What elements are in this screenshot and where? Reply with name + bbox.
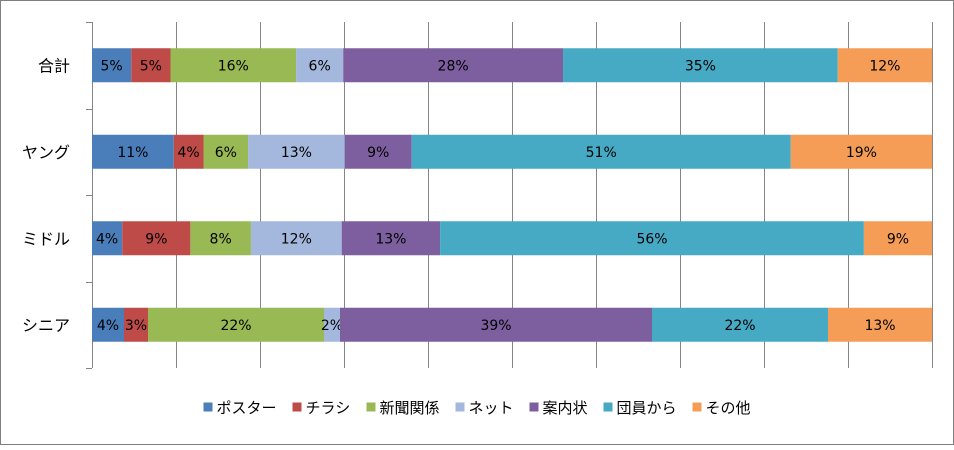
bar-segment (440, 221, 864, 256)
category-label: ヤング (22, 143, 70, 162)
bar-segment (341, 221, 441, 256)
legend-entry: チラシ (306, 399, 351, 417)
category-label: シニア (22, 316, 70, 335)
bar-segment (863, 221, 932, 256)
legend-swatch (203, 402, 213, 412)
data-label: 8% (210, 231, 232, 247)
bar-segment (340, 307, 652, 342)
bar-segment (324, 307, 340, 342)
data-label: 51% (586, 145, 617, 161)
legend-entry: ポスター (217, 399, 277, 417)
data-label: 28% (438, 58, 469, 74)
bar-segment (563, 48, 838, 83)
data-label: 4% (97, 318, 119, 334)
data-label: 22% (220, 318, 251, 334)
data-label: 13% (864, 318, 895, 334)
bar-segment (190, 221, 251, 256)
legend-entry: その他 (706, 399, 751, 417)
data-label: 5% (101, 58, 123, 74)
bar-segment (250, 221, 342, 256)
bar-segment (343, 48, 564, 83)
legend-swatch (692, 402, 702, 412)
category-label: ミドル (22, 229, 70, 248)
bar-segment (92, 134, 174, 169)
data-label: 9% (145, 231, 167, 247)
data-label: 5% (140, 58, 162, 74)
category-label: 合計 (38, 56, 70, 75)
legend-entry: ネット (469, 399, 514, 417)
data-label: 12% (869, 58, 900, 74)
data-label: 6% (215, 145, 237, 161)
bar-segment (790, 134, 932, 169)
data-label: 3% (125, 318, 147, 334)
data-label: 4% (96, 231, 118, 247)
bar-segment (828, 307, 932, 342)
bar-segment (122, 221, 191, 256)
bar-segment (203, 134, 249, 169)
legend-entry: 案内状 (543, 399, 588, 417)
data-label: 13% (281, 145, 312, 161)
legend-swatch (603, 402, 613, 412)
data-label: 9% (367, 145, 389, 161)
data-label: 12% (281, 231, 312, 247)
bar-segment (92, 221, 123, 256)
bar-segment (837, 48, 932, 83)
legend-swatch (529, 402, 539, 412)
bar-segment (92, 307, 124, 342)
legend-swatch (366, 402, 376, 412)
bar-segment (652, 307, 828, 342)
bar-segment (411, 134, 791, 169)
bar-segment (124, 307, 148, 342)
data-label: 6% (309, 58, 331, 74)
bar-segment (170, 48, 297, 83)
bar-segment (131, 48, 171, 83)
data-label: 4% (178, 145, 200, 161)
legend-swatch (455, 402, 465, 412)
legend-entry: 団員から (617, 399, 677, 417)
legend-swatch (292, 402, 302, 412)
data-label: 11% (117, 145, 148, 161)
bar-segment (296, 48, 344, 83)
bar-segment (92, 48, 132, 83)
bar-segment (173, 134, 204, 169)
data-label: 9% (887, 231, 909, 247)
data-label: 56% (636, 231, 667, 247)
data-label: 13% (375, 231, 406, 247)
data-label: 22% (724, 318, 755, 334)
data-label: 39% (480, 318, 511, 334)
bar-segment (344, 134, 412, 169)
data-label: 19% (846, 145, 877, 161)
data-label: 2% (321, 318, 343, 334)
bar-segment (248, 134, 345, 169)
legend-entry: 新聞関係 (380, 399, 440, 417)
bar-segment (148, 307, 324, 342)
data-label: 35% (685, 58, 716, 74)
data-label: 16% (218, 58, 249, 74)
